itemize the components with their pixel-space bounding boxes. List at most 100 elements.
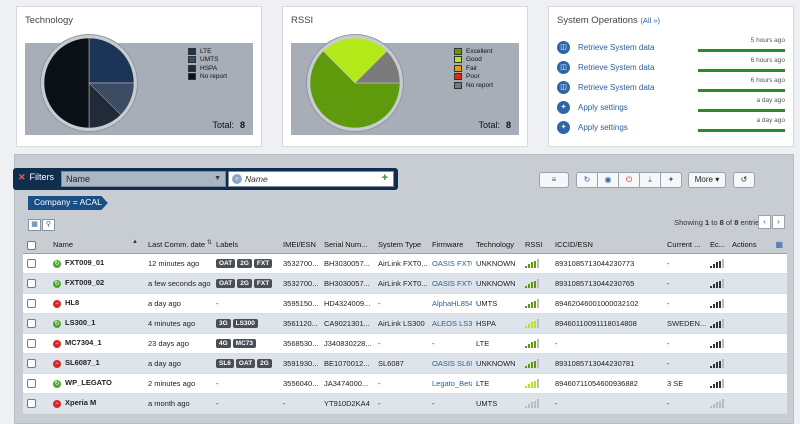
actions-cell[interactable] — [728, 253, 787, 274]
filters-button[interactable]: ✕ Filters — [18, 172, 55, 182]
label-badge[interactable]: 2G — [237, 279, 252, 288]
firmware-cell-value[interactable]: Legato_Beta... — [432, 378, 472, 388]
firmware-cell-value[interactable]: AlphaHL854... — [432, 298, 472, 308]
actions-cell[interactable] — [728, 293, 787, 314]
row-checkbox[interactable] — [27, 358, 36, 368]
column-settings-icon[interactable]: ▦ — [775, 240, 783, 249]
next-page-button[interactable]: › — [772, 215, 785, 229]
label-badge[interactable]: FXT — [253, 279, 273, 288]
label-badge[interactable]: SL6 — [216, 359, 234, 368]
table-row[interactable]: ↻ FXT009_01 12 minutes ago OAT 2G FXT 3532700.… — [23, 253, 787, 274]
label-badge[interactable]: 2G — [237, 259, 252, 268]
device-name-cell[interactable]: ↻ FXT009_01 — [49, 253, 144, 274]
device-name-link[interactable]: HL8 — [65, 298, 80, 308]
label-badge[interactable]: 3G — [216, 319, 231, 328]
table-row[interactable]: ↻ WP_LEGATO 2 minutes ago - 3556040... JA3474… — [23, 373, 787, 394]
column-header-firmware[interactable]: Firmware — [428, 237, 472, 254]
undo-button[interactable]: ↺ — [733, 172, 755, 188]
operation-row[interactable]: ✦ Apply settings a day ago — [557, 117, 785, 139]
actions-cell[interactable] — [728, 273, 787, 294]
row-checkbox[interactable] — [27, 318, 36, 328]
sort-icon[interactable]: ⇅ — [206, 240, 212, 246]
row-select-cell[interactable] — [23, 333, 49, 354]
firmware-cell-value[interactable]: OASIS SL60... — [432, 358, 472, 368]
label-badge[interactable]: FXT — [253, 259, 273, 268]
device-name-cell[interactable]: − MC7304_1 — [49, 333, 144, 354]
sort-asc-icon[interactable]: ▲ — [132, 239, 138, 245]
row-select-cell[interactable] — [23, 393, 49, 414]
operation-label[interactable]: Retrieve System data — [578, 43, 655, 52]
table-row[interactable]: ↻ LS300_1 4 minutes ago 3G LS300 3561120... CA… — [23, 313, 787, 334]
filter-value-input[interactable]: ⌕ Name + — [228, 171, 394, 187]
more-button[interactable]: More ▾ — [688, 172, 726, 188]
firmware-cell-value[interactable]: ALEOS LS30... — [432, 318, 472, 328]
row-select-cell[interactable] — [23, 253, 49, 274]
add-filter-icon[interactable]: + — [381, 172, 388, 184]
column-header-system-type[interactable]: System Type — [374, 237, 428, 254]
device-name-link[interactable]: LS300_1 — [65, 318, 96, 328]
device-name-cell[interactable]: − HL8 — [49, 293, 144, 314]
operation-row[interactable]: ✦ Apply settings a day ago — [557, 97, 785, 119]
list-columns-button[interactable]: ≡ — [539, 172, 569, 188]
row-select-cell[interactable] — [23, 313, 49, 334]
rssi-pie-slice-excellent[interactable] — [310, 50, 400, 128]
actions-cell[interactable] — [728, 313, 787, 334]
row-checkbox[interactable] — [27, 278, 36, 288]
table-row[interactable]: − SL6087_1 a day ago SL6 OAT 2G 3591930... BE10… — [23, 353, 787, 374]
company-filter-chip[interactable]: Company = ACAL — [28, 196, 108, 210]
firmware-cell-value[interactable]: OASIS FXT0... — [432, 258, 472, 268]
actions-cell[interactable] — [728, 333, 787, 354]
sync-button[interactable]: ↻ — [576, 172, 598, 188]
filter-field-select[interactable]: Name ▼ — [61, 171, 226, 187]
apply-settings-button[interactable]: ✦ — [660, 172, 682, 188]
install-button[interactable]: ⤓ — [639, 172, 661, 188]
reboot-button[interactable]: ⏻ — [618, 172, 640, 188]
label-badge[interactable]: OAT — [216, 279, 236, 288]
firmware-cell-value[interactable]: OASIS FXT0... — [432, 278, 472, 288]
label-badge[interactable]: MC73 — [232, 339, 257, 348]
technology-pie[interactable] — [41, 35, 137, 131]
technology-pie-slice-lte[interactable] — [88, 38, 134, 84]
table-row[interactable]: − MC7304_1 23 days ago 4G MC73 3568530... J340… — [23, 333, 787, 354]
table-row[interactable]: ↻ FXT009_02 a few seconds ago OAT 2G FXT 35327… — [23, 273, 787, 294]
row-select-cell[interactable] — [23, 273, 49, 294]
operation-label[interactable]: Apply settings — [578, 103, 628, 112]
select-all-header[interactable] — [23, 237, 49, 254]
rssi-pie-slice-good[interactable] — [322, 38, 388, 84]
table-row[interactable]: − HL8 a day ago -3595150... HD4324009... - Alp… — [23, 293, 787, 314]
actions-cell[interactable] — [728, 373, 787, 394]
label-badge[interactable]: LS300 — [232, 319, 258, 328]
operation-label[interactable]: Retrieve System data — [578, 63, 655, 72]
operation-label[interactable]: Retrieve System data — [578, 83, 655, 92]
device-name-cell[interactable]: ↻ FXT009_02 — [49, 273, 144, 294]
column-header-actions[interactable]: Actions ▦ — [728, 237, 787, 254]
column-header-name[interactable]: Name ▲ — [49, 237, 144, 254]
device-name-cell[interactable]: − SL6087_1 — [49, 353, 144, 374]
map-view-toggle[interactable]: ⚲ — [42, 219, 55, 231]
row-select-cell[interactable] — [23, 353, 49, 374]
label-badge[interactable]: 4G — [216, 339, 231, 348]
column-header-technology[interactable]: Technology — [472, 237, 521, 254]
device-name-cell[interactable]: ↻ WP_LEGATO — [49, 373, 144, 394]
actions-cell[interactable] — [728, 353, 787, 374]
label-badge[interactable]: 2G — [257, 359, 272, 368]
row-select-cell[interactable] — [23, 373, 49, 394]
operation-row[interactable]: ◫ Retrieve System data 6 hours ago — [557, 77, 785, 99]
all-operations-link[interactable]: (All ») — [640, 16, 661, 25]
row-checkbox[interactable] — [27, 338, 36, 348]
device-name-cell[interactable]: − Xperia M — [49, 393, 144, 414]
device-name-link[interactable]: WP_LEGATO — [65, 378, 112, 388]
prev-page-button[interactable]: ‹ — [758, 215, 771, 229]
label-badge[interactable]: OAT — [216, 259, 236, 268]
device-name-link[interactable]: MC7304_1 — [65, 338, 102, 348]
close-icon[interactable]: ✕ — [18, 172, 26, 182]
column-header-serial-num[interactable]: Serial Num... — [320, 237, 374, 254]
operation-label[interactable]: Apply settings — [578, 123, 628, 132]
select-all-checkbox[interactable] — [27, 240, 36, 250]
label-badge[interactable]: OAT — [235, 359, 256, 368]
column-header-last-comm-date[interactable]: Last Comm. date ⇅ — [144, 237, 212, 254]
row-checkbox[interactable] — [27, 298, 36, 308]
device-name-link[interactable]: SL6087_1 — [65, 358, 100, 368]
device-name-cell[interactable]: ↻ LS300_1 — [49, 313, 144, 334]
